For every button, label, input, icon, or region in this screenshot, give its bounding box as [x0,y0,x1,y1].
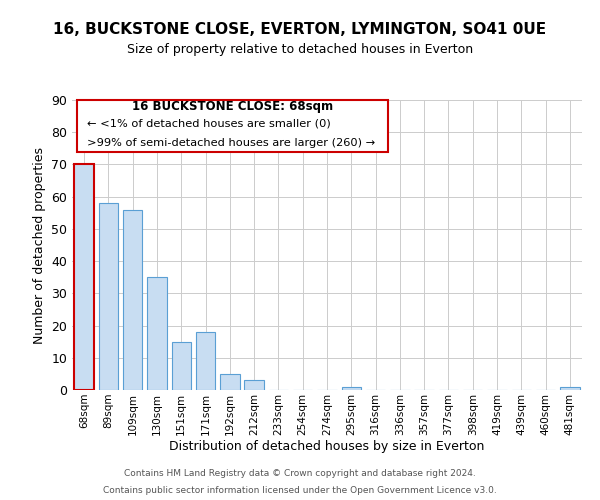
Bar [341,387,361,390]
Text: ← <1% of detached houses are smaller (0): ← <1% of detached houses are smaller (0) [88,118,331,128]
Bar [74,164,94,390]
Bar [172,342,191,390]
Bar [196,332,215,390]
Bar [244,380,264,390]
Text: >99% of semi-detached houses are larger (260) →: >99% of semi-detached houses are larger … [88,138,376,148]
Bar [147,277,167,390]
Y-axis label: Number of detached properties: Number of detached properties [32,146,46,344]
Text: 16, BUCKSTONE CLOSE, EVERTON, LYMINGTON, SO41 0UE: 16, BUCKSTONE CLOSE, EVERTON, LYMINGTON,… [53,22,547,38]
Bar [123,210,142,390]
Text: 16 BUCKSTONE CLOSE: 68sqm: 16 BUCKSTONE CLOSE: 68sqm [132,100,333,113]
Text: Contains public sector information licensed under the Open Government Licence v3: Contains public sector information licen… [103,486,497,495]
Bar [99,203,118,390]
X-axis label: Distribution of detached houses by size in Everton: Distribution of detached houses by size … [169,440,485,454]
Bar [220,374,239,390]
Bar [560,387,580,390]
Text: Contains HM Land Registry data © Crown copyright and database right 2024.: Contains HM Land Registry data © Crown c… [124,468,476,477]
Text: Size of property relative to detached houses in Everton: Size of property relative to detached ho… [127,42,473,56]
FancyBboxPatch shape [77,100,388,152]
